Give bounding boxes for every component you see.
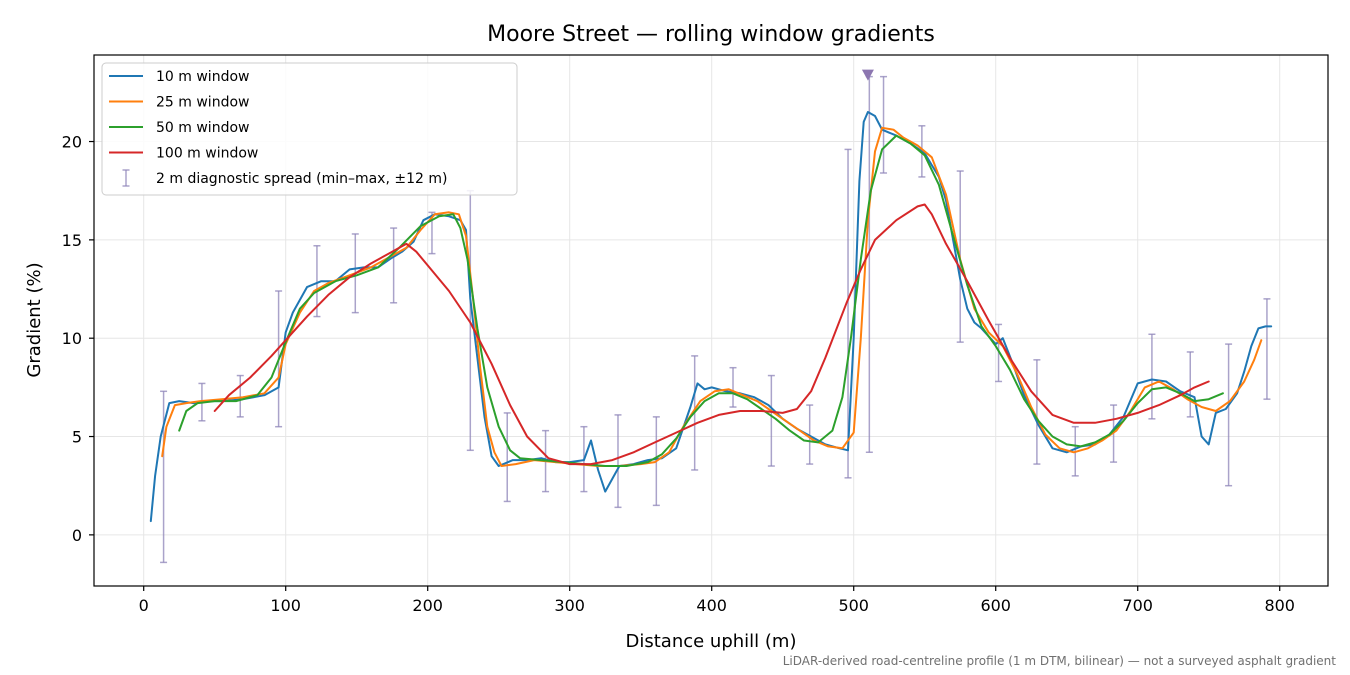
error-bar xyxy=(1225,343,1233,487)
legend-label: 100 m window xyxy=(156,146,258,162)
x-axis-label: Distance uphill (m) xyxy=(626,631,797,652)
error-bar xyxy=(313,245,321,318)
error-bar xyxy=(995,323,1003,383)
legend-label: 2 m diagnostic spread (min–max, ±12 m) xyxy=(156,171,447,187)
y-axis-label: Gradient (%) xyxy=(24,262,45,377)
error-bar xyxy=(390,227,398,304)
legend-label: 25 m window xyxy=(156,95,249,111)
peak-marker-group xyxy=(861,69,874,81)
legend-label: 10 m window xyxy=(156,69,249,85)
y-axis-ticks: 0 5 10 15 20 xyxy=(62,133,94,545)
x-tick-label: 200 xyxy=(412,596,443,615)
y-tick-label: 5 xyxy=(72,428,82,447)
legend-label: 50 m window xyxy=(156,120,249,136)
error-bar xyxy=(236,374,244,418)
legend-box xyxy=(101,62,518,196)
error-bar xyxy=(1186,351,1194,418)
error-bar xyxy=(160,390,168,564)
y-tick-label: 0 xyxy=(72,526,82,545)
footnote: LiDAR-derived road-centreline profile (1… xyxy=(783,654,1337,668)
error-bar xyxy=(880,75,888,174)
y-tick-label: 10 xyxy=(62,329,82,348)
x-axis-ticks: 0 100 200 300 400 500 600 700 800 xyxy=(139,586,1295,615)
error-bar xyxy=(1033,359,1041,465)
x-tick-label: 400 xyxy=(696,596,727,615)
x-tick-label: 600 xyxy=(980,596,1011,615)
x-tick-label: 0 xyxy=(139,596,149,615)
error-bar xyxy=(729,366,737,408)
series-line-4 xyxy=(213,203,1210,466)
y-tick-label: 15 xyxy=(62,231,82,250)
x-tick-label: 700 xyxy=(1122,596,1153,615)
x-tick-label: 300 xyxy=(554,596,585,615)
series-line-3 xyxy=(178,134,1224,467)
error-bar xyxy=(1148,333,1156,420)
legend: 10 m window 25 m window 50 m window 100 m w… xyxy=(101,62,518,196)
error-bar xyxy=(806,404,814,465)
series-lines xyxy=(149,111,1273,523)
error-bar xyxy=(767,374,775,467)
y-tick-label: 20 xyxy=(62,133,82,152)
error-bar xyxy=(614,414,622,509)
x-tick-label: 500 xyxy=(838,596,869,615)
chart-title: Moore Street — rolling window gradients xyxy=(487,22,935,47)
peak-marker xyxy=(861,69,874,81)
error-bar xyxy=(844,148,852,479)
x-tick-label: 100 xyxy=(270,596,301,615)
error-bar xyxy=(1263,298,1271,400)
x-tick-label: 800 xyxy=(1264,596,1295,615)
plot-frame xyxy=(93,54,1329,587)
error-bar xyxy=(503,412,511,503)
